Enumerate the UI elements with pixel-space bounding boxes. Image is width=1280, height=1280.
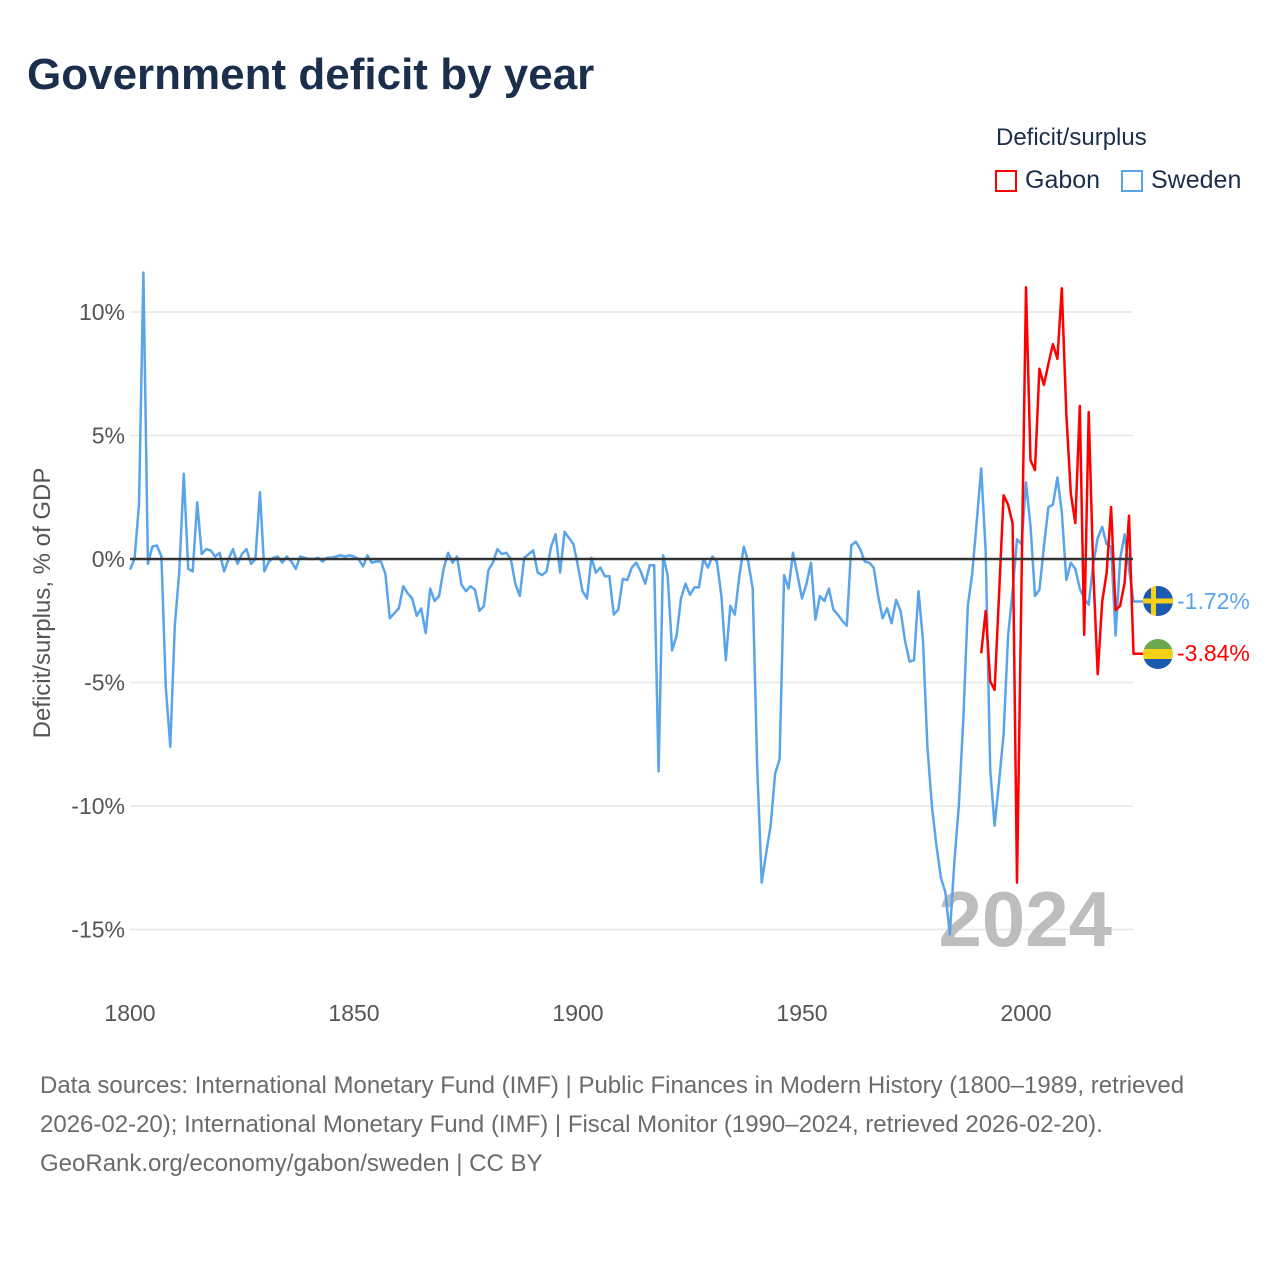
chart-area: 10%5%0%-5%-10%-15% 1800 1850 1900 1950 2000 … <box>29 271 1250 1026</box>
end-label-sweden: -1.72% <box>1177 588 1250 614</box>
series-line-gabon[interactable] <box>979 286 1145 884</box>
y-tick-label: 10% <box>79 299 125 325</box>
y-tick-label: 5% <box>92 423 125 449</box>
series-line-sweden[interactable] <box>128 271 1145 936</box>
legend-label-gabon: Gabon <box>1025 166 1101 194</box>
year-watermark: 2024 <box>938 875 1112 963</box>
gridlines <box>130 311 1133 931</box>
x-tick-label: 1800 <box>104 1000 155 1026</box>
y-tick-label: -5% <box>84 670 125 696</box>
credit-link[interactable]: GeoRank.org/economy/gabon/sweden | CC BY <box>40 1150 543 1177</box>
flag-gabon-icon <box>1143 639 1173 669</box>
legend-swatch-gabon <box>995 169 1017 192</box>
x-tick-label: 1850 <box>328 1000 379 1026</box>
y-axis-label: Deficit/surplus, % of GDP <box>29 468 56 739</box>
y-tick-label: -10% <box>71 793 125 819</box>
legend-item-gabon[interactable]: Gabon <box>995 166 1100 195</box>
x-axis-ticks: 1800 1850 1900 1950 2000 <box>104 1000 1051 1026</box>
end-label-gabon: -3.84% <box>1177 640 1250 666</box>
x-tick-label: 2000 <box>1000 1000 1051 1026</box>
x-tick-label: 1900 <box>552 1000 603 1026</box>
flag-sweden-icon <box>1143 586 1173 616</box>
y-axis-ticks: 10% 5% 0% -5% -10% -15% <box>71 299 125 943</box>
legend-title: Deficit/surplus <box>996 124 1147 151</box>
y-tick-label: -15% <box>71 917 125 943</box>
data-sources: Data sources: International Monetary Fun… <box>40 1072 1185 1138</box>
y-tick-label: 0% <box>92 546 125 572</box>
legend-item-sweden[interactable]: Sweden <box>1121 166 1241 195</box>
x-tick-label: 1950 <box>776 1000 827 1026</box>
chart-title: Government deficit by year <box>27 50 595 99</box>
footer: Data sources: International Monetary Fun… <box>40 1066 1250 1183</box>
legend-swatch-sweden <box>1121 169 1143 192</box>
legend-label-sweden: Sweden <box>1151 166 1242 194</box>
